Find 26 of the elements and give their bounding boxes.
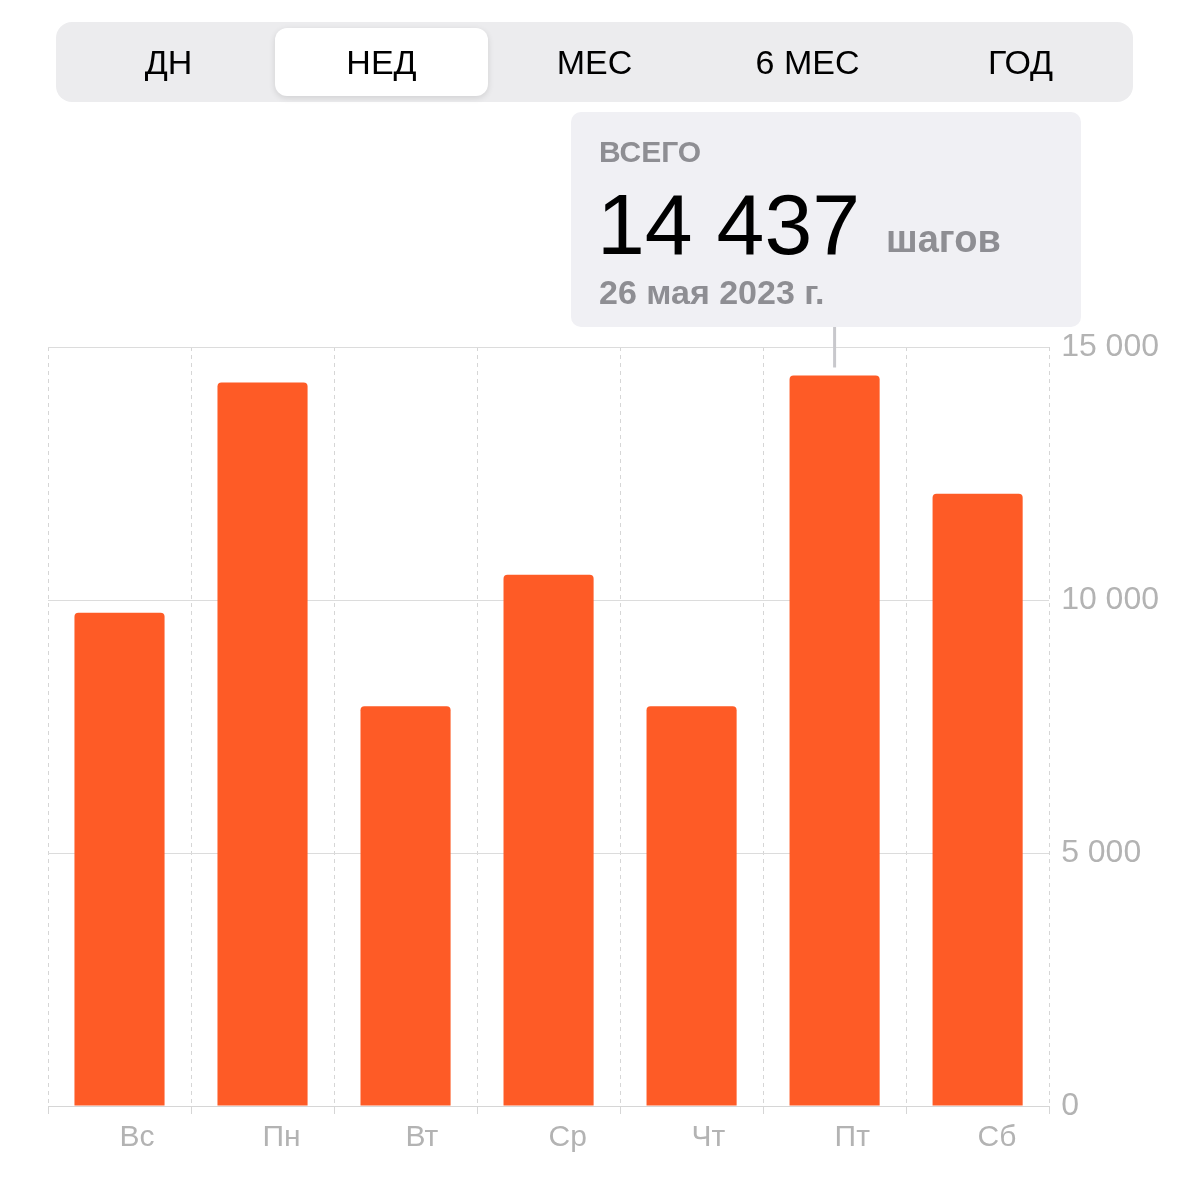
- bar: [932, 493, 1023, 1106]
- x-tick-label: Вс: [119, 1119, 155, 1153]
- text: НЕД: [275, 28, 488, 96]
- x-tick-label: Вт: [405, 1119, 439, 1153]
- x-tick-label: Пн: [262, 1119, 301, 1153]
- y-tick-label: 10 000: [1061, 579, 1159, 616]
- bar: [217, 382, 308, 1106]
- x-tick-label: Чт: [691, 1119, 726, 1153]
- x-tick-label: Пт: [834, 1119, 871, 1153]
- text: МЕС: [555, 42, 634, 83]
- annotation: 14 437 шагов: [597, 176, 1001, 272]
- text: ДН: [143, 42, 194, 83]
- x-tick-label: Сб: [977, 1119, 1017, 1153]
- y-tick-label: 15 000: [1061, 326, 1159, 363]
- bar: [74, 612, 165, 1106]
- bar: [360, 706, 451, 1106]
- x-tick-label: Ср: [548, 1119, 587, 1153]
- text: 6 МЕС: [754, 42, 861, 83]
- y-tick-label: 0: [1061, 1085, 1079, 1122]
- bar: [789, 375, 880, 1106]
- text: ВСЕГО: [599, 135, 702, 168]
- bar: [646, 706, 737, 1106]
- text: 26 мая 2023 г.: [599, 273, 825, 311]
- bar: [503, 574, 594, 1106]
- y-tick-label: 5 000: [1061, 832, 1142, 869]
- text: ГОД: [986, 42, 1055, 83]
